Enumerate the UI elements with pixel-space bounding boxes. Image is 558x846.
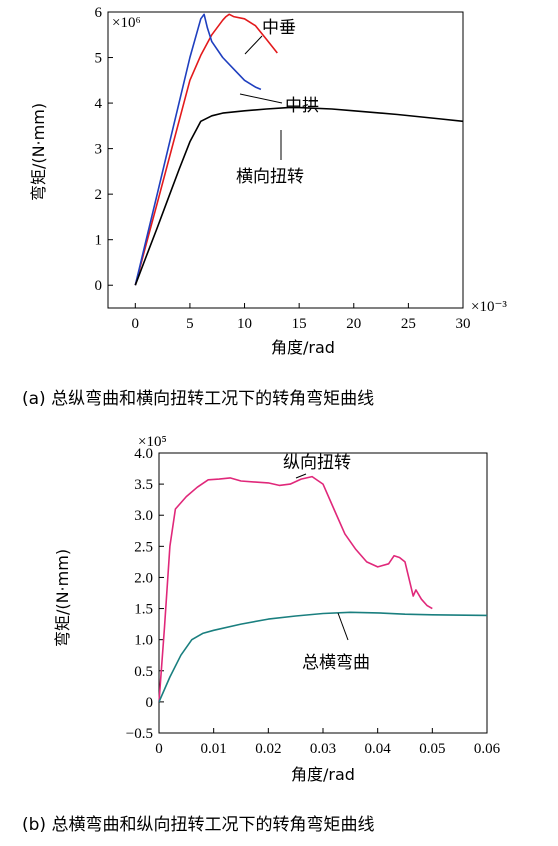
chartB-x-tick-label: 0.02 — [255, 741, 281, 757]
chartA-y-tick-label: 6 — [95, 5, 103, 21]
chart-a-x-axis-label: 角度/rad — [271, 338, 335, 357]
chart-a: 0 5 10 15 20 25 30 0 1 2 3 4 5 6 ×10⁶ ×10⁻³ 角度/rad 弯… — [22, 5, 507, 409]
annotation-leader-zhonggong — [239, 93, 283, 104]
chartA-x-tick-label: 5 — [186, 316, 194, 332]
chartA-x-tick-label: 15 — [292, 316, 307, 332]
chartA-x-tick-label: 20 — [346, 316, 361, 332]
chartB-y-tick-label: 3.0 — [134, 508, 153, 524]
series-label-hengxiang: 横向扭转 — [236, 167, 304, 187]
chart-b-axes-frame — [158, 452, 488, 734]
chartA-series-line-1 — [134, 13, 262, 286]
chartB-y-tick-label: 2.0 — [134, 570, 153, 586]
chartA-y-tick-label: 4 — [95, 96, 103, 112]
chart-b-x-axis-label: 角度/rad — [291, 765, 355, 784]
chartA-y-tick-label: 3 — [95, 142, 103, 158]
chartB-x-tick-label: 0.05 — [419, 741, 445, 757]
chartA-y-tick-label: 5 — [95, 51, 103, 67]
chartB-x-tick-label: 0.06 — [474, 741, 501, 757]
chart-a-y-multiplier: ×10⁶ — [112, 15, 141, 31]
chart-a-caption: (a) 总纵弯曲和横向扭转工况下的转角弯矩曲线 — [22, 389, 374, 409]
chartB-y-tick-label: 0 — [146, 695, 154, 711]
annotation-leader-zhongchui — [244, 35, 263, 55]
chartB-series-line-0 — [158, 475, 433, 702]
chartA-x-tick-label: 30 — [456, 316, 471, 332]
chart-b: 0 0.01 0.02 0.03 0.04 0.05 0.06 −0.500.51.01.5… — [22, 434, 501, 835]
chartA-y-tick-label: 0 — [95, 278, 103, 294]
chart-b-y-multiplier: ×10⁵ — [138, 434, 167, 450]
chartA-series-line-0 — [134, 13, 278, 286]
annotation-leader-zongheng — [337, 612, 349, 641]
chartB-y-tick-label: 3.5 — [134, 477, 153, 493]
chartA-x-tick-label: 10 — [237, 316, 252, 332]
chartB-y-tick-label: 4.0 — [134, 446, 153, 462]
series-label-zongheng: 总横弯曲 — [302, 653, 370, 673]
chartB-x-tick-label: 0.04 — [365, 741, 392, 757]
chartA-y-tick-label: 2 — [95, 187, 103, 203]
chartA-y-tick-label: 1 — [95, 233, 103, 249]
chartB-y-tick-label: 1.5 — [134, 602, 153, 618]
chart-b-y-ticks: −0.5 0 0.5 1.0 1.5 2.0 2.5 3.0 3.5 4.0 — [126, 446, 164, 742]
chartB-series-line-1 — [158, 611, 488, 703]
series-label-zhonggong: 中拱 — [285, 96, 319, 116]
chart-a-y-ticks: 0 1 2 3 4 5 6 — [95, 5, 113, 294]
annotation-leader-zongxiang — [295, 473, 307, 479]
chartB-y-tick-label: 1.0 — [134, 633, 153, 649]
chartB-y-tick-label: −0.5 — [126, 726, 153, 742]
chart-b-y-axis-label: 弯矩/(N·mm) — [53, 549, 72, 647]
chartB-x-tick-label: 0.03 — [310, 741, 336, 757]
chart-a-series — [134, 13, 464, 286]
series-label-zongxiang: 纵向扭转 — [283, 453, 351, 473]
series-label-zhongchui: 中垂 — [262, 18, 296, 38]
chartB-y-tick-label: 2.5 — [134, 539, 153, 555]
chartA-x-tick-label: 25 — [401, 316, 416, 332]
chart-b-x-ticks: 0 0.01 0.02 0.03 0.04 0.05 0.06 — [155, 728, 501, 757]
chart-b-caption: (b) 总横弯曲和纵向扭转工况下的转角弯矩曲线 — [22, 815, 374, 835]
chartB-y-tick-label: 0.5 — [134, 664, 153, 680]
chart-a-y-axis-label: 弯矩/(N·mm) — [29, 103, 48, 201]
chartB-x-tick-label: 0.01 — [201, 741, 227, 757]
chart-a-x-multiplier: ×10⁻³ — [471, 299, 507, 315]
chartB-x-tick-label: 0 — [155, 741, 163, 757]
chartA-series-line-2 — [134, 106, 464, 286]
chart-a-axes-frame — [107, 11, 464, 309]
chart-b-series — [158, 475, 488, 703]
chartA-x-tick-label: 0 — [132, 316, 140, 332]
chart-a-x-ticks: 0 5 10 15 20 25 30 — [132, 303, 471, 332]
